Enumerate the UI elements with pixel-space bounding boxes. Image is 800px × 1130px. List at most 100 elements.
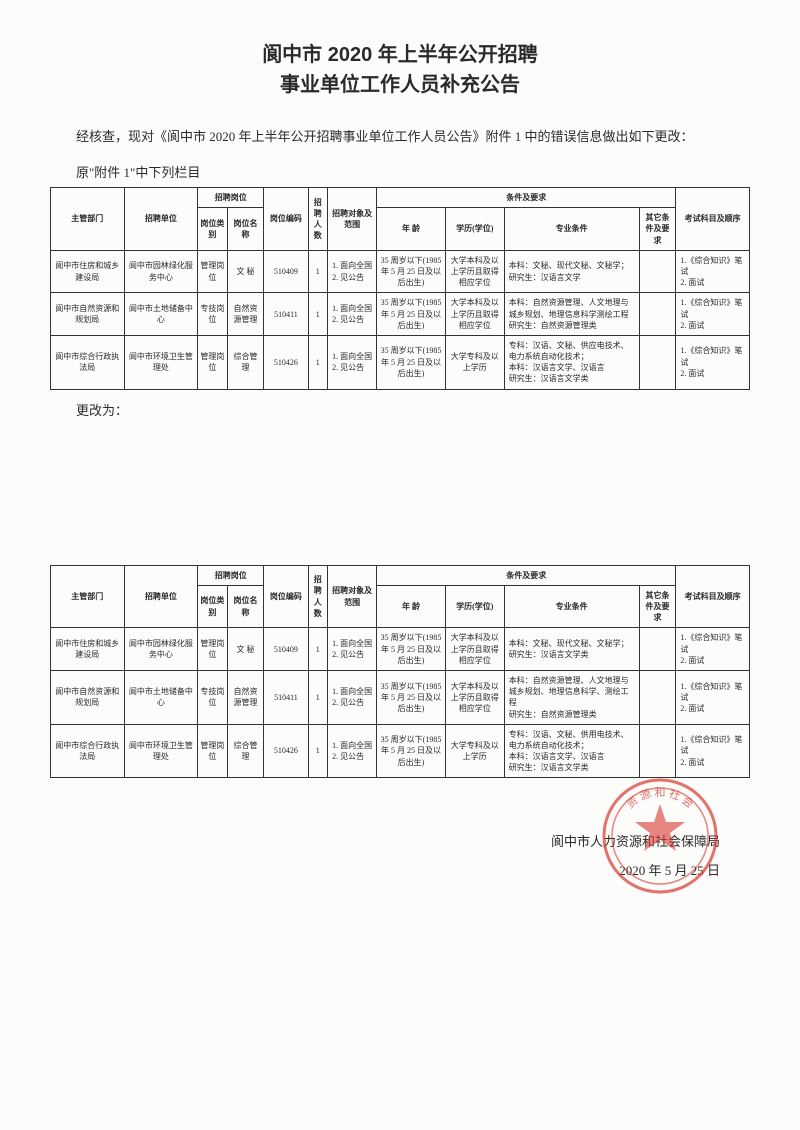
cell-age: 35 周岁以下(1985 年 5 月 25 日及以后出生) (377, 293, 446, 336)
table-after: 主管部门 招聘单位 招聘岗位 岗位编码 招聘人数 招聘对象及范围 条件及要求 考… (50, 565, 750, 779)
cell-code: 510426 (264, 335, 308, 389)
th-edu: 学历(学位) (445, 585, 504, 628)
th-scope: 招聘对象及范围 (328, 565, 377, 628)
cell-pname: 综合管理 (227, 724, 264, 778)
cell-scope: 1. 面向全国2. 见公告 (328, 250, 377, 293)
table-row: 阆中市自然资源和规划局阆中市土地储备中心专技岗位自然资源管理51041111. … (51, 293, 750, 336)
cell-exam: 1.《综合知识》笔试2. 面试 (676, 724, 750, 778)
cell-edu: 大学本科及以上学历且取得相应学位 (445, 293, 504, 336)
cell-age: 35 周岁以下(1985 年 5 月 25 日及以后出生) (377, 335, 446, 389)
th-edu: 学历(学位) (445, 208, 504, 251)
cell-num: 1 (308, 628, 328, 671)
cell-num: 1 (308, 250, 328, 293)
title-line2: 事业单位工作人员补充公告 (50, 70, 750, 100)
table-row: 阆中市住房和城乡建设局阆中市园林绿化服务中心管理岗位文 秘51040911. 面… (51, 628, 750, 671)
cell-ptype: 管理岗位 (198, 250, 227, 293)
cell-dept: 阆中市住房和城乡建设局 (51, 628, 125, 671)
signature-block: 阆中市人力资源和社会保障局 2020 年 5 月 25 日 资 源 和 社 会 (50, 828, 750, 885)
sign-date: 2020 年 5 月 25 日 (50, 857, 720, 886)
cell-ptype: 管理岗位 (198, 724, 227, 778)
cell-other (639, 293, 676, 336)
cell-exam: 1.《综合知识》笔试2. 面试 (676, 670, 750, 724)
th-num: 招聘人数 (308, 565, 328, 628)
cell-num: 1 (308, 670, 328, 724)
cell-unit: 阆中市环境卫生管理处 (124, 724, 198, 778)
table-row: 阆中市自然资源和规划局阆中市土地储备中心专技岗位自然资源管理51041111. … (51, 670, 750, 724)
cell-pname: 文 秘 (227, 250, 264, 293)
cell-other (639, 250, 676, 293)
th-position-group: 招聘岗位 (198, 188, 264, 208)
cell-unit: 阆中市园林绿化服务中心 (124, 628, 198, 671)
cell-dept: 阆中市住房和城乡建设局 (51, 250, 125, 293)
th-req-group: 条件及要求 (377, 188, 676, 208)
cell-pname: 自然资源管理 (227, 293, 264, 336)
th-age: 年 龄 (377, 585, 446, 628)
cell-edu: 大学本科及以上学历且取得相应学位 (445, 250, 504, 293)
cell-dept: 阆中市综合行政执法局 (51, 724, 125, 778)
cell-num: 1 (308, 724, 328, 778)
table-before: 主管部门 招聘单位 招聘岗位 岗位编码 招聘人数 招聘对象及范围 条件及要求 考… (50, 187, 750, 390)
th-unit: 招聘单位 (124, 188, 198, 251)
cell-unit: 阆中市环境卫生管理处 (124, 335, 198, 389)
cell-scope: 1. 面向全国2. 见公告 (328, 670, 377, 724)
cell-scope: 1. 面向全国2. 见公告 (328, 724, 377, 778)
th-scope: 招聘对象及范围 (328, 188, 377, 251)
th-other: 其它条件及要求 (639, 585, 676, 628)
cell-other (639, 670, 676, 724)
cell-edu: 大学专科及以上学历 (445, 335, 504, 389)
th-code: 岗位编码 (264, 188, 308, 251)
cell-exam: 1.《综合知识》笔试2. 面试 (676, 293, 750, 336)
cell-scope: 1. 面向全国2. 见公告 (328, 335, 377, 389)
cell-unit: 阆中市土地储备中心 (124, 293, 198, 336)
cell-dept: 阆中市自然资源和规划局 (51, 670, 125, 724)
cell-major: 本科：文秘、现代文秘、文秘学；研究生：汉语言文学类 (504, 628, 639, 671)
cell-unit: 阆中市园林绿化服务中心 (124, 250, 198, 293)
th-pname: 岗位名称 (227, 208, 264, 251)
cell-ptype: 管理岗位 (198, 628, 227, 671)
svg-text:资 源 和 社 会: 资 源 和 社 会 (624, 786, 696, 811)
th-pname: 岗位名称 (227, 585, 264, 628)
cell-pname: 文 秘 (227, 628, 264, 671)
cell-age: 35 周岁以下(1985 年 5 月 25 日及以后出生) (377, 250, 446, 293)
th-exam: 考试科目及顺序 (676, 565, 750, 628)
cell-code: 510409 (264, 250, 308, 293)
cell-pname: 综合管理 (227, 335, 264, 389)
cell-other (639, 335, 676, 389)
th-dept: 主管部门 (51, 188, 125, 251)
th-req-group: 条件及要求 (377, 565, 676, 585)
cell-exam: 1.《综合知识》笔试2. 面试 (676, 250, 750, 293)
table-row: 阆中市综合行政执法局阆中市环境卫生管理处管理岗位综合管理51042611. 面向… (51, 335, 750, 389)
th-code: 岗位编码 (264, 565, 308, 628)
table-header: 主管部门 招聘单位 招聘岗位 岗位编码 招聘人数 招聘对象及范围 条件及要求 考… (51, 565, 750, 628)
th-ptype: 岗位类别 (198, 585, 227, 628)
cell-edu: 大学本科及以上学历且取得相应学位 (445, 628, 504, 671)
th-position-group: 招聘岗位 (198, 565, 264, 585)
intro-paragraph: 经核查，现对《阆中市 2020 年上半年公开招聘事业单位工作人员公告》附件 1 … (50, 124, 750, 150)
cell-scope: 1. 面向全国2. 见公告 (328, 293, 377, 336)
th-age: 年 龄 (377, 208, 446, 251)
cell-age: 35 周岁以下(1985 年 5 月 25 日及以后出生) (377, 724, 446, 778)
cell-major: 专科：汉语、文秘、供用电技术、电力系统自动化技术；本科：汉语言文学、汉语言研究生… (504, 724, 639, 778)
cell-num: 1 (308, 335, 328, 389)
cell-ptype: 专技岗位 (198, 293, 227, 336)
cell-age: 35 周岁以下(1985 年 5 月 25 日及以后出生) (377, 628, 446, 671)
table-row: 阆中市住房和城乡建设局阆中市园林绿化服务中心管理岗位文 秘51040911. 面… (51, 250, 750, 293)
cell-code: 510411 (264, 670, 308, 724)
cell-age: 35 周岁以下(1985 年 5 月 25 日及以后出生) (377, 670, 446, 724)
cell-major: 专科：汉语、文秘、供应电技术、电力系统自动化技术；本科：汉语言文学、汉语言研究生… (504, 335, 639, 389)
sign-org: 阆中市人力资源和社会保障局 (50, 828, 720, 857)
th-dept: 主管部门 (51, 565, 125, 628)
cell-major: 本科：自然资源管理、人文地理与城乡规划、地理信息科学测绘工程研究生：自然资源管理… (504, 293, 639, 336)
th-num: 招聘人数 (308, 188, 328, 251)
cell-unit: 阆中市土地储备中心 (124, 670, 198, 724)
cell-code: 510411 (264, 293, 308, 336)
th-major: 专业条件 (504, 585, 639, 628)
cell-code: 510426 (264, 724, 308, 778)
title-line1: 阆中市 2020 年上半年公开招聘 (50, 40, 750, 70)
cell-edu: 大学本科及以上学历且取得相应学位 (445, 670, 504, 724)
cell-exam: 1.《综合知识》笔试2. 面试 (676, 628, 750, 671)
table-header: 主管部门 招聘单位 招聘岗位 岗位编码 招聘人数 招聘对象及范围 条件及要求 考… (51, 188, 750, 251)
th-unit: 招聘单位 (124, 565, 198, 628)
cell-major: 本科：文秘、现代文秘、文秘学；研究生：汉语言文学 (504, 250, 639, 293)
label-before: 原"附件 1"中下列栏目 (50, 162, 750, 181)
